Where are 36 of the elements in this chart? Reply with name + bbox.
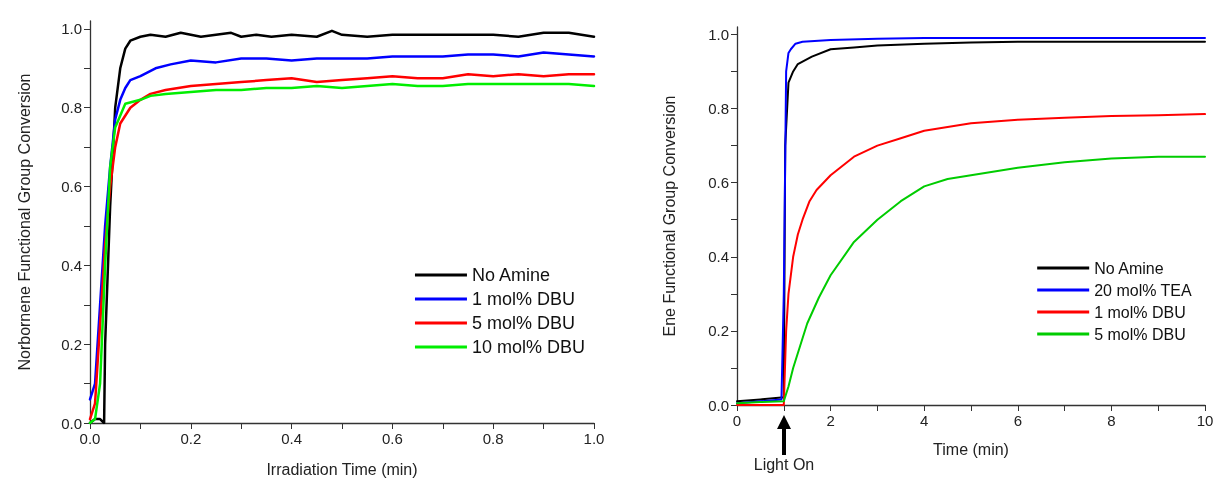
y-tick-label: 0.2 <box>61 335 82 353</box>
legend-label: 5 mol% DBU <box>471 313 575 333</box>
legend-label: No Amine <box>471 265 551 285</box>
x-axis-title: Irradiation Time (min) <box>266 460 418 478</box>
x-tick-label: 1.0 <box>583 430 605 447</box>
x-tick-label: 4 <box>920 412 929 429</box>
text: Light On <box>752 456 816 474</box>
y-tick-label: 0.8 <box>708 100 729 118</box>
x-tick-label: 8 <box>1107 412 1116 429</box>
x-tick-label: 2 <box>826 412 835 429</box>
x-tick-label: 0.0 <box>79 430 101 447</box>
y-tick-label: 0.0 <box>708 396 729 414</box>
legend-label: 20 mol% TEA <box>1094 281 1193 299</box>
legend-label: No Amine <box>1094 259 1164 277</box>
y-tick-label: 0.4 <box>708 248 729 266</box>
legend-label: 10 mol% DBU <box>471 337 586 357</box>
y-tick-label: 0.4 <box>61 256 82 274</box>
y-tick-label: 0.8 <box>61 99 82 117</box>
y-axis-title: Ene Functional Group Conversion <box>660 95 678 337</box>
x-tick-label: 10 <box>1196 412 1214 429</box>
y-tick-label: 1.0 <box>708 25 729 43</box>
legend-label: 5 mol% DBU <box>1094 325 1186 343</box>
y-axis-title: Norbornene Functional Group Conversion <box>15 73 33 371</box>
y-tick-label: 0.6 <box>708 174 729 192</box>
x-tick-label: 6 <box>1013 412 1022 429</box>
x-tick-label: 0.8 <box>482 430 504 447</box>
y-tick-label: 1.0 <box>61 20 82 38</box>
x-tick-label: 0.6 <box>381 430 403 447</box>
legend-label: 1 mol% DBU <box>471 289 575 309</box>
y-tick-label: 0.6 <box>61 178 82 196</box>
x-tick-label: 0.2 <box>180 430 202 447</box>
legend-label: 1 mol% DBU <box>1094 303 1186 321</box>
y-tick-label: 0.2 <box>708 322 729 340</box>
x-tick-label: 0 <box>732 412 742 429</box>
x-axis-title: Time (min) <box>933 440 1009 458</box>
x-tick-label: 0.4 <box>281 430 303 447</box>
